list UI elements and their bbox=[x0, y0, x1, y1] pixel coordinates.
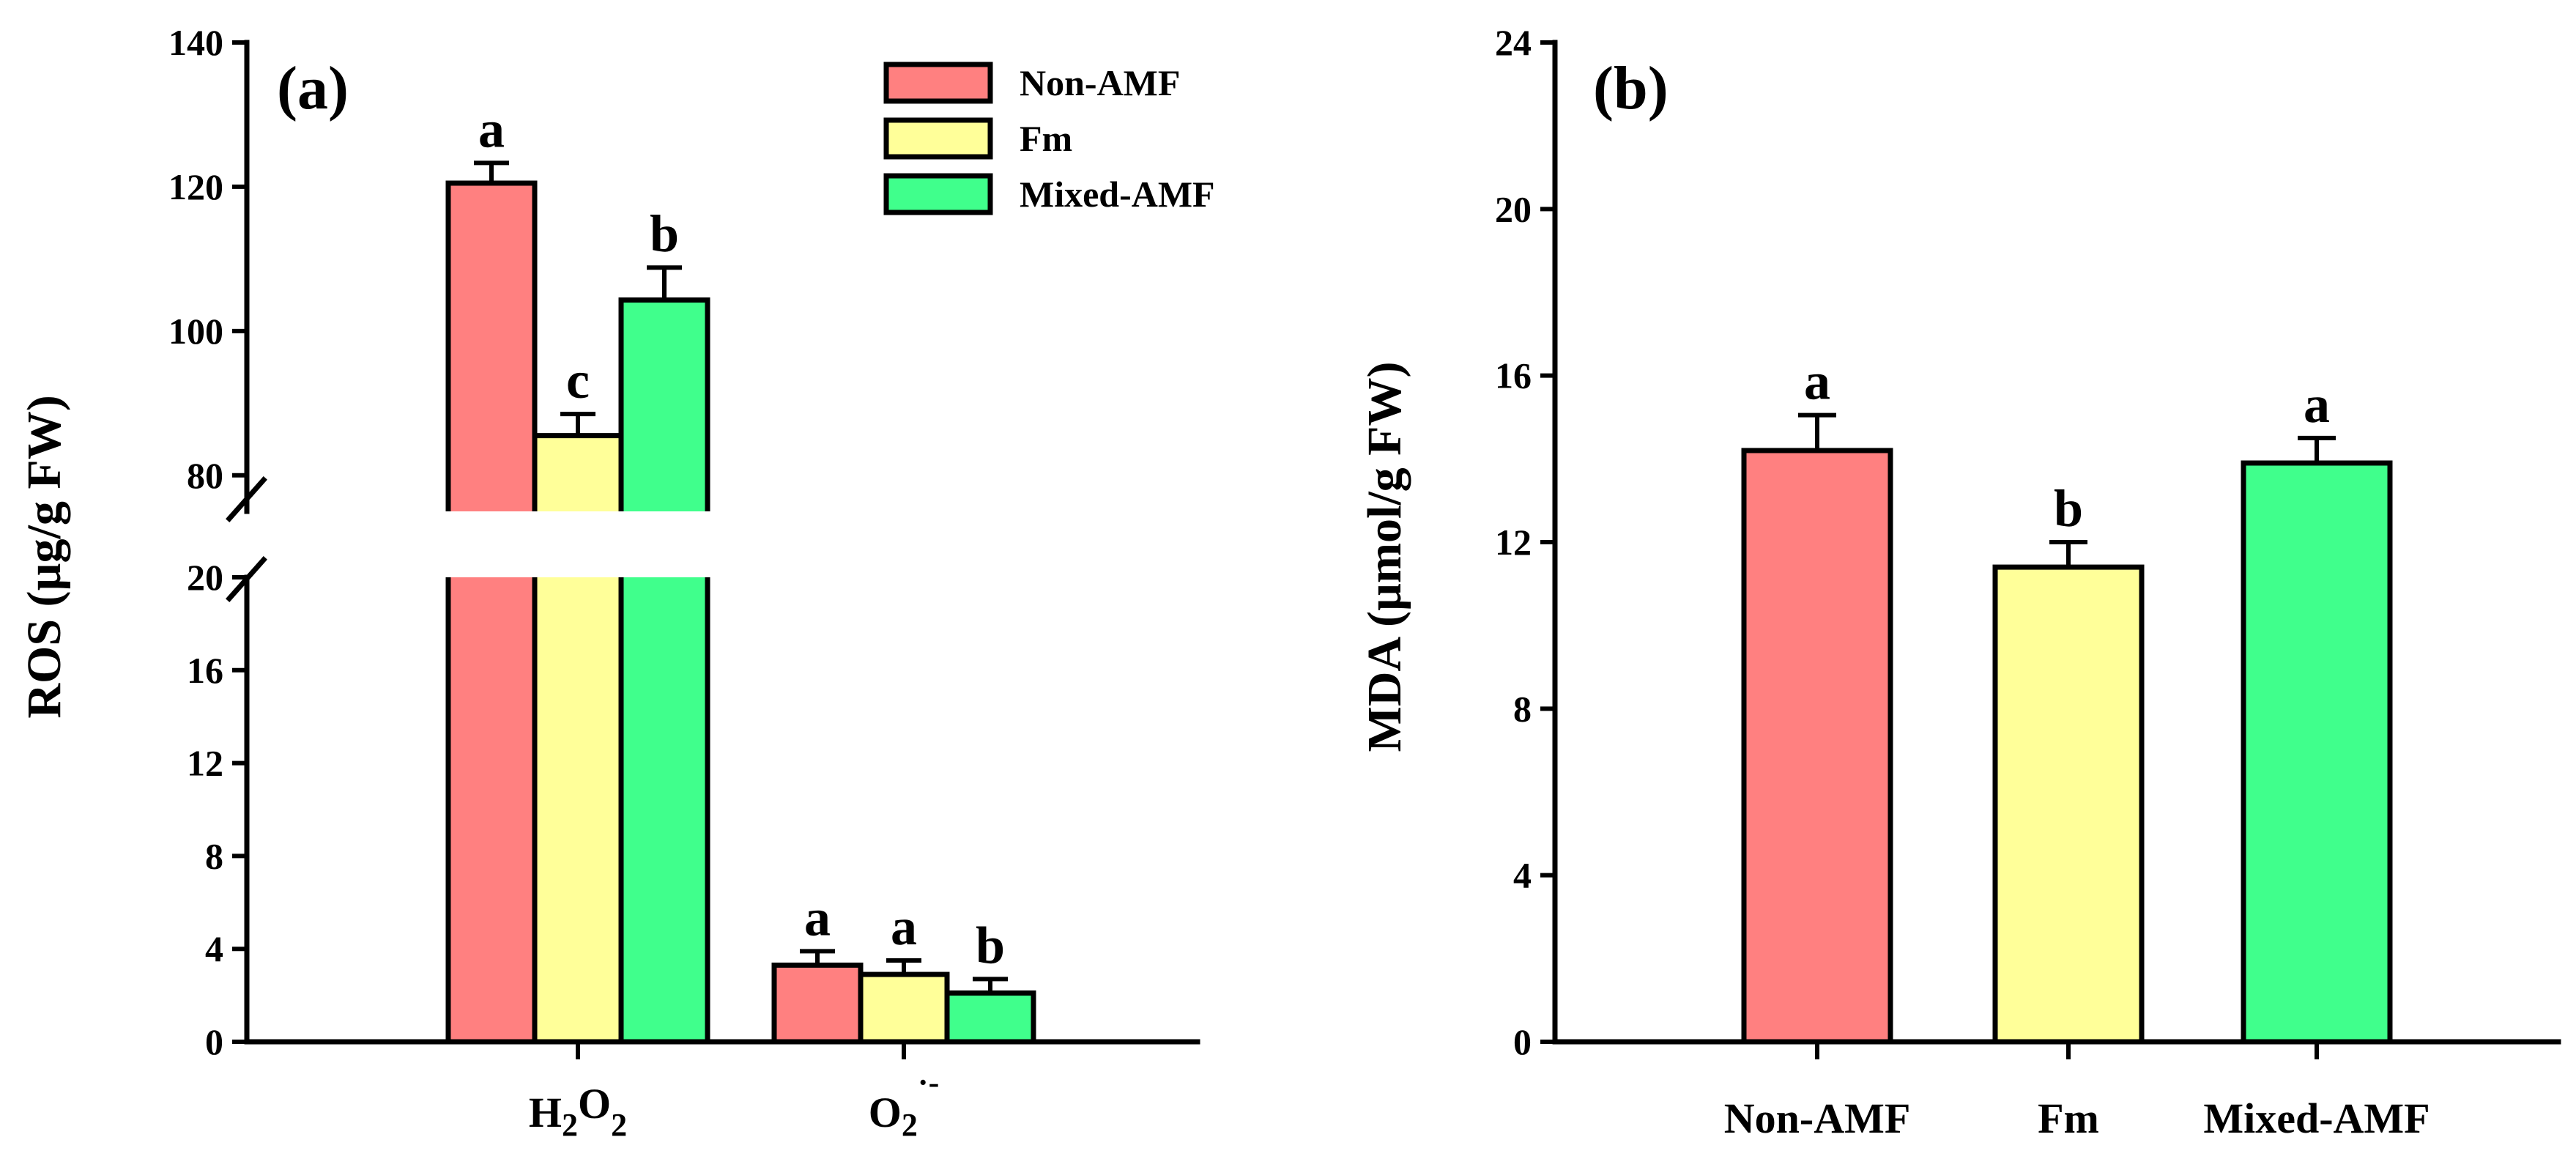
panel-a-x-tick-label-part: H bbox=[529, 1089, 562, 1136]
panel-b-y-tick-label: 0 bbox=[1513, 1021, 1532, 1062]
panel-a-y-tick-label: 4 bbox=[205, 928, 223, 969]
panel-b-y-ticks: 0 4 8 12 16 20 24 bbox=[1495, 22, 1555, 1062]
panel-a-x-tick-label: H2O2 bbox=[529, 1080, 627, 1143]
panel-b: (b) MDA (µmol/g FW) 0 4 8 12 16 20 24 a b a Non-… bbox=[1358, 22, 2561, 1142]
panel-a-legend-label: Fm bbox=[1020, 118, 1072, 159]
panel-a-x-tick-label-part: O bbox=[578, 1080, 611, 1127]
panel-a-bar-non-amf-h2o2 bbox=[445, 180, 538, 1045]
panel-a-significance-letter: b bbox=[976, 916, 1005, 974]
panel-b-y-tick-label: 24 bbox=[1495, 22, 1532, 63]
panel-a-bar-fm-o2 bbox=[858, 971, 950, 1045]
panel-a-axis-break-gap bbox=[439, 511, 732, 577]
panel-b-y-tick-label: 8 bbox=[1513, 688, 1532, 729]
panel-b-bar-fm bbox=[1992, 564, 2145, 1045]
panel-a-y-tick-label: 12 bbox=[187, 743, 223, 784]
panel-a-significance-letter: a bbox=[891, 897, 917, 956]
panel-b-y-axis-title: MDA (µmol/g FW) bbox=[1358, 362, 1411, 752]
panel-a-significance-letter: a bbox=[478, 100, 505, 158]
panel-b-x-tick-label: Fm bbox=[2038, 1095, 2099, 1142]
panel-b-y-tick-label: 4 bbox=[1513, 855, 1532, 896]
panel-a-x-tick-label: O2·- bbox=[869, 1064, 939, 1143]
panel-a-error-bars bbox=[474, 160, 1008, 993]
panel-b-bar-non-amf bbox=[1741, 448, 1893, 1045]
panel-a-legend-swatch-mixed-amf bbox=[883, 173, 993, 215]
panel-a-significance-letter: a bbox=[804, 888, 831, 947]
panel-a-x-tick-label-part: O bbox=[869, 1089, 902, 1136]
panel-a-bar-non-amf-o2 bbox=[771, 962, 864, 1045]
panel-a-x-tick-label-part: ·- bbox=[918, 1064, 939, 1100]
panel-a-y-tick-label: 16 bbox=[187, 650, 223, 691]
panel-a-bar-mixed-amf-h2o2 bbox=[618, 297, 710, 1045]
panel-a-x-tick-label-part: 2 bbox=[611, 1107, 627, 1143]
panel-a-y-tick-label: 0 bbox=[205, 1021, 223, 1062]
panel-b-y-tick-label: 16 bbox=[1495, 355, 1532, 396]
panel-a-y-axis-title: ROS (µg/g FW) bbox=[18, 395, 71, 718]
panel-a-y-ticks: 0 4 8 12 16 20 80 100 120 140 bbox=[168, 22, 247, 1062]
panel-a-bars bbox=[445, 180, 1036, 1045]
panel-a-significance-letter: c bbox=[566, 351, 590, 410]
panel-b-significance-letter: b bbox=[2054, 479, 2083, 538]
panel-b-significance-letter: a bbox=[2304, 375, 2330, 434]
panel-a-y-tick-label: 120 bbox=[168, 166, 223, 207]
panel-a-axis-break-mark-upper bbox=[226, 476, 267, 522]
panel-b-error-bars bbox=[1798, 412, 2336, 568]
panel-a-x-tick-label-part: 2 bbox=[902, 1107, 918, 1143]
panel-b-bar-mixed-amf bbox=[2241, 460, 2393, 1045]
panel-b-label: (b) bbox=[1593, 54, 1669, 122]
panel-a: (a) ROS (µg/g FW) 0 4 8 12 16 20 80 100 120 140 a… bbox=[18, 22, 1215, 1143]
panel-b-y-tick-label: 12 bbox=[1495, 522, 1532, 563]
panel-a-legend-swatch-fm bbox=[883, 117, 993, 160]
panel-a-bar-mixed-amf-o2 bbox=[944, 990, 1036, 1045]
panel-a-label: (a) bbox=[277, 54, 349, 122]
panel-a-y-tick-label: 8 bbox=[205, 835, 223, 876]
panel-a-legend-swatch-non-amf bbox=[883, 62, 993, 104]
panel-a-y-tick-label: 20 bbox=[187, 557, 223, 598]
panel-b-significance-letter: a bbox=[1804, 352, 1830, 411]
panel-a-y-tick-label: 140 bbox=[168, 22, 223, 63]
panel-a-y-tick-label: 80 bbox=[187, 455, 223, 496]
panel-b-y-tick-label: 20 bbox=[1495, 188, 1532, 229]
panel-a-significance-letter: b bbox=[650, 204, 679, 263]
panel-a-significance-letters: a a c a b b bbox=[478, 100, 1005, 974]
panel-a-legend-label: Mixed-AMF bbox=[1020, 174, 1215, 215]
panel-b-x-tick-label: Non-AMF bbox=[1724, 1095, 1911, 1142]
panel-a-x-ticks: H2O2 O2·- bbox=[529, 1042, 939, 1143]
panel-b-x-ticks: Non-AMF Fm Mixed-AMF bbox=[1724, 1042, 2430, 1142]
panel-a-y-tick-label: 100 bbox=[168, 311, 223, 352]
panel-b-x-tick-label: Mixed-AMF bbox=[2203, 1095, 2430, 1142]
panel-a-legend: Non-AMF Fm Mixed-AMF bbox=[883, 62, 1215, 215]
panel-b-bars bbox=[1741, 448, 2393, 1045]
panel-a-legend-label: Non-AMF bbox=[1020, 62, 1180, 103]
panel-b-significance-letters: a b a bbox=[1804, 352, 2330, 538]
panel-a-x-tick-label-part: 2 bbox=[562, 1107, 578, 1143]
